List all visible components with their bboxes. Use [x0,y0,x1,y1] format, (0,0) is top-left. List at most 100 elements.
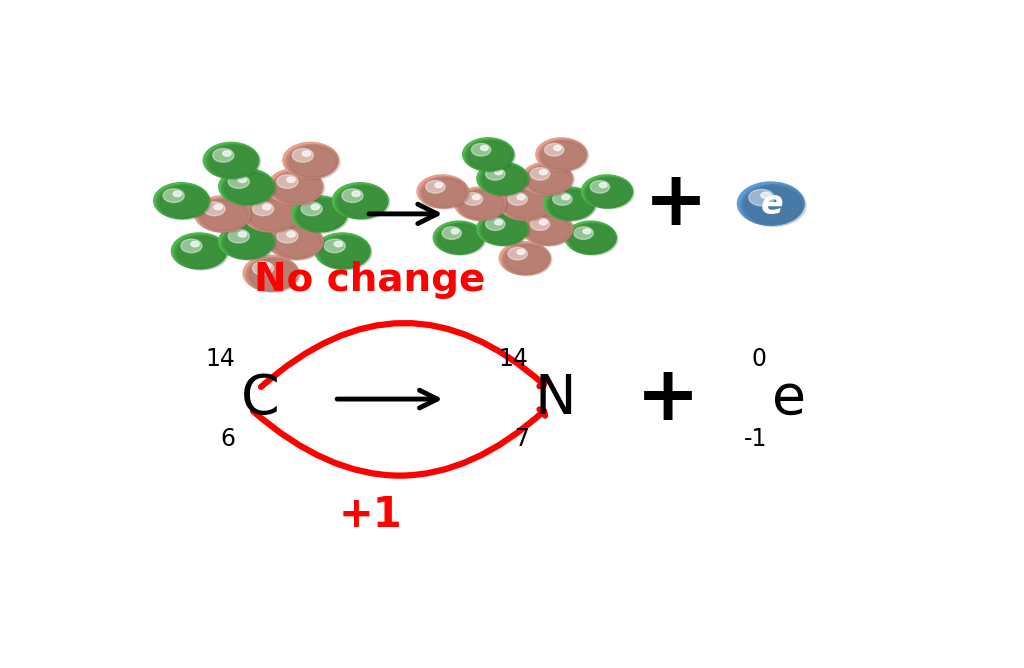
Circle shape [337,186,388,218]
Circle shape [210,146,257,177]
Circle shape [504,190,550,220]
Circle shape [550,191,593,219]
Circle shape [228,175,249,188]
Circle shape [250,200,297,230]
Circle shape [239,177,247,182]
Circle shape [225,227,272,258]
Circle shape [287,232,295,237]
Circle shape [333,182,388,218]
Circle shape [433,221,484,255]
Circle shape [508,247,527,260]
Circle shape [178,237,225,268]
Circle shape [742,186,804,225]
Circle shape [158,186,209,218]
Circle shape [301,202,323,216]
Circle shape [228,229,249,243]
Circle shape [287,177,295,182]
Circle shape [181,239,202,253]
Circle shape [542,142,585,170]
Circle shape [479,214,529,246]
Circle shape [485,168,505,180]
Circle shape [459,190,506,220]
Circle shape [505,191,549,219]
Circle shape [246,198,300,233]
Circle shape [206,144,260,180]
Circle shape [314,233,371,269]
Circle shape [435,182,442,188]
Circle shape [562,195,569,200]
Circle shape [540,220,547,225]
Circle shape [485,218,505,230]
Circle shape [262,264,270,269]
Circle shape [262,204,270,210]
Circle shape [243,255,299,291]
Circle shape [740,184,806,226]
Circle shape [243,196,299,232]
Circle shape [584,176,634,209]
Circle shape [471,144,490,156]
Circle shape [442,226,462,239]
Text: 14: 14 [205,347,236,371]
Text: No change: No change [254,261,485,299]
Circle shape [157,184,211,220]
Circle shape [482,166,526,194]
Circle shape [569,224,616,255]
Circle shape [163,189,184,202]
Circle shape [221,170,276,206]
Text: e: e [761,188,783,221]
Circle shape [417,175,468,208]
Circle shape [214,204,222,210]
Circle shape [295,198,349,233]
Circle shape [547,188,597,221]
Circle shape [173,191,181,196]
Circle shape [540,170,547,175]
Circle shape [517,249,525,255]
Circle shape [421,178,468,208]
Circle shape [567,222,617,255]
Circle shape [502,243,552,276]
Circle shape [171,233,227,269]
Circle shape [298,200,345,230]
Circle shape [270,170,325,206]
Circle shape [296,199,347,232]
Circle shape [554,146,561,150]
Circle shape [204,202,225,216]
Circle shape [271,226,323,259]
Text: 7: 7 [514,428,528,452]
Circle shape [439,225,482,253]
Circle shape [463,192,482,205]
Circle shape [545,144,564,156]
Circle shape [311,204,319,210]
Circle shape [761,192,771,198]
Circle shape [317,234,372,270]
Text: 0: 0 [752,347,767,371]
Circle shape [246,257,300,293]
Circle shape [195,196,250,232]
Circle shape [219,223,274,259]
Circle shape [500,187,550,220]
Circle shape [481,164,528,195]
Circle shape [540,140,587,171]
Circle shape [199,199,250,232]
Circle shape [204,142,259,178]
Circle shape [477,162,528,195]
Circle shape [267,168,323,204]
Circle shape [521,162,572,195]
Circle shape [565,221,616,255]
Circle shape [248,258,299,291]
Circle shape [590,180,609,193]
Text: +: + [643,166,708,240]
Circle shape [536,138,587,171]
Circle shape [174,234,228,270]
Circle shape [461,191,504,219]
Circle shape [273,227,321,258]
Circle shape [160,187,207,217]
Circle shape [335,184,390,220]
Circle shape [527,216,571,244]
Circle shape [527,166,571,194]
Circle shape [201,200,248,230]
Circle shape [208,145,259,178]
Circle shape [276,229,298,243]
Circle shape [270,225,325,261]
Circle shape [452,229,459,234]
